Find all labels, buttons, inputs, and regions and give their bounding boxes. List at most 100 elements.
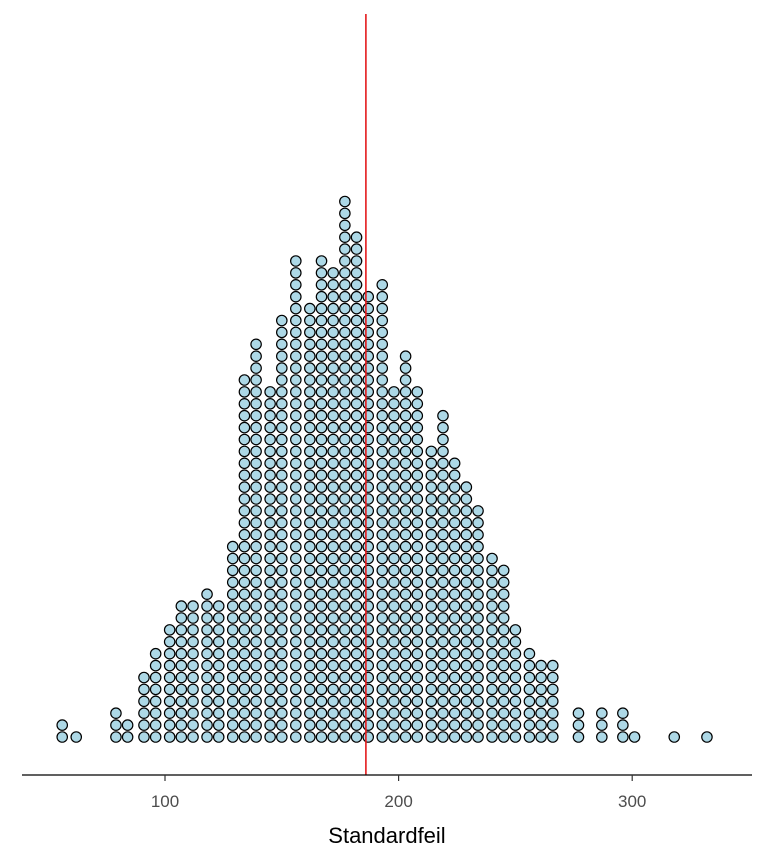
data-dot [304,516,316,529]
data-dot [275,612,288,624]
data-dot [290,338,302,351]
data-dot [399,731,412,743]
data-dot [437,540,449,553]
data-dot [628,731,641,743]
data-dot [399,540,412,553]
data-dot [238,659,251,672]
data-dot [497,635,510,648]
data-dot [264,564,276,577]
data-dot [250,624,262,636]
data-dot [70,731,83,743]
data-dot [509,707,522,719]
data-dot [388,659,400,672]
data-dot [275,421,288,434]
data-dot [304,600,316,612]
data-dot [290,314,302,327]
data-dot [226,707,239,719]
data-dot [437,481,449,493]
data-dot [460,624,473,636]
data-dot [175,659,188,672]
data-dot [448,552,461,565]
data-dot [350,278,363,291]
data-dot [388,445,400,458]
data-dot [486,695,498,708]
data-dot [350,600,363,612]
data-dot [175,624,188,636]
data-dot [250,719,262,731]
data-dot [411,647,424,660]
data-dot [264,457,276,470]
data-dot [264,695,276,708]
data-dot [362,350,375,362]
data-dot [290,397,302,410]
data-dot [264,421,276,434]
data-dot [437,635,449,648]
data-dot [350,671,363,684]
data-dot [411,683,424,696]
data-dot [376,564,389,577]
data-dot [315,540,328,553]
data-dot [497,671,510,684]
data-dot [304,362,316,374]
data-dot [362,326,375,339]
data-dot [425,659,438,672]
data-dot [425,600,438,612]
data-dot [388,386,400,398]
data-dot [149,671,162,684]
data-dot [350,374,363,386]
data-dot [339,719,351,731]
data-dot [362,516,375,529]
data-dot [304,386,316,398]
data-dot [275,338,288,351]
data-dot [315,588,328,600]
data-dot [238,516,251,529]
data-dot [250,600,262,612]
data-dot [290,671,302,684]
data-dot [523,731,536,743]
data-dot [472,647,484,660]
data-dot [460,493,473,505]
data-dot [315,695,328,708]
data-dot [411,457,424,470]
data-dot [486,671,498,684]
data-dot [472,731,484,743]
data-dot [350,302,363,315]
data-dot [290,719,302,731]
data-dot [275,707,288,719]
data-dot [376,290,389,303]
data-dot [163,719,176,731]
data-dot [175,683,188,696]
data-dot [472,576,484,589]
data-dot [460,564,473,577]
data-dot [350,564,363,577]
data-dot [362,290,375,303]
data-dot [535,707,547,719]
data-dot [376,421,389,434]
data-dot [460,671,473,684]
data-dot [350,445,363,458]
data-dot [290,386,302,398]
data-dot [339,433,351,446]
data-dot [497,683,510,696]
data-dot [362,493,375,505]
data-dot [212,647,225,660]
data-dot [250,659,262,672]
data-dot [290,302,302,315]
data-dot [304,695,316,708]
data-dot [250,493,262,505]
data-dot [388,612,400,624]
data-dot [275,433,288,446]
data-dot [238,719,251,731]
data-dot [350,231,363,243]
data-dot [460,612,473,624]
data-dot [201,659,213,672]
data-dot [264,719,276,731]
data-dot [509,624,522,636]
data-dot [350,635,363,648]
data-dot [472,707,484,719]
data-dot [275,731,288,743]
data-dot [362,576,375,589]
data-dot [460,516,473,529]
data-dot [212,683,225,696]
data-dot [399,671,412,684]
